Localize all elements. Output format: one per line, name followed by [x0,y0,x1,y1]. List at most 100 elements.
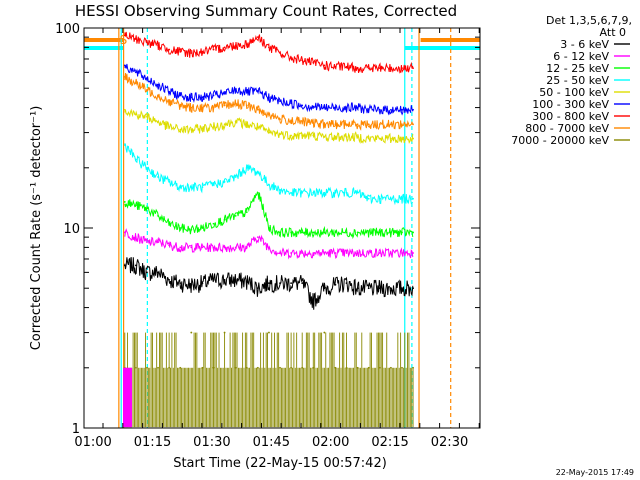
point-3-6-kev-18 [323,287,326,290]
legend-label-100-300-kev: 100 - 300 keV [532,98,609,111]
point-800-7000-kev-3 [157,94,159,97]
point-25-50-kev-21 [356,191,359,194]
legend-header-line-2: Att 0 [600,26,626,39]
point-3-6-kev-5 [179,282,182,285]
series-7000-20000-kev [123,331,414,428]
series-line-6-12-kev [124,228,414,260]
point-12-25-kev-4 [168,222,171,225]
point-12-25-kev-25 [401,231,403,234]
point-100-300-kev-25 [401,108,403,111]
state-bar-right-cyan [404,46,480,50]
point-7000-20000-kev-3 [157,366,159,369]
point-7000-20000-kev-4 [168,366,171,369]
x-tick-label-02-30: 02:30 [431,435,468,450]
point-12-25-kev-9 [223,218,226,221]
point-50-100-kev-0 [123,108,126,111]
point-25-50-kev-10 [234,176,237,178]
point-800-7000-kev-10 [234,102,237,105]
point-12-25-kev-18 [323,231,326,234]
point-12-25-kev-8 [212,222,215,225]
point-300-800-kev-4 [168,48,171,51]
x-tick-label-02-00: 02:00 [312,435,349,450]
point-6-12-kev-0 [123,231,126,234]
point-7000-20000-kev-18 [323,331,326,334]
point-6-12-kev-21 [356,252,359,254]
point-3-6-kev-17 [312,300,315,303]
point-300-800-kev-5 [179,50,182,53]
point-3-6-kev-14 [279,282,281,285]
point-6-12-kev-2 [146,241,148,244]
point-3-6-kev-22 [367,287,370,290]
point-6-12-kev-18 [323,252,326,254]
point-12-25-kev-21 [356,231,359,234]
point-50-100-kev-20 [345,136,348,138]
point-100-300-kev-21 [356,106,359,109]
point-3-6-kev-4 [168,279,171,281]
point-12-25-kev-12 [256,191,259,194]
point-50-100-kev-13 [268,131,270,134]
point-100-300-kev-13 [268,96,270,99]
point-12-25-kev-23 [378,231,381,234]
point-50-100-kev-15 [290,134,293,137]
timestamp-label: 22-May-2015 17:49 [556,468,634,477]
point-6-12-kev-5 [179,246,182,249]
point-300-800-kev-9 [223,46,226,49]
point-300-800-kev-11 [245,43,248,46]
point-50-100-kev-4 [168,126,171,128]
point-3-6-kev-12 [256,287,259,290]
point-300-800-kev-22 [367,67,370,70]
point-6-12-kev-8 [212,246,215,249]
series-line-800-7000-kev [124,73,414,131]
point-12-25-kev-6 [190,228,193,231]
point-7000-20000-kev-2 [146,366,148,369]
point-3-6-kev-1 [134,264,137,267]
point-300-800-kev-16 [301,59,304,62]
point-100-300-kev-4 [168,90,171,93]
point-100-300-kev-8 [212,94,215,97]
point-50-100-kev-1 [134,113,137,116]
point-25-50-kev-19 [334,191,337,194]
point-25-50-kev-24 [390,197,392,200]
point-300-800-kev-8 [212,48,215,51]
point-800-7000-kev-0 [123,75,126,78]
point-25-50-kev-25 [401,197,403,200]
point-50-100-kev-14 [279,133,281,135]
point-300-800-kev-0 [123,34,126,37]
point-7000-20000-kev-9 [223,331,226,334]
y-tick-label-10: 10 [63,222,80,237]
point-300-800-kev-6 [190,52,193,54]
point-12-25-kev-13 [268,227,270,229]
x-tick-label-01-30: 01:30 [193,435,230,450]
point-6-12-kev-9 [223,246,226,249]
chart-title: HESSI Observing Summary Count Rates, Cor… [75,2,457,20]
point-100-300-kev-1 [134,71,137,74]
point-3-6-kev-0 [123,264,126,267]
point-25-50-kev-18 [323,191,326,194]
point-800-7000-kev-22 [367,123,370,126]
legend-label-3-6-kev: 3 - 6 keV [560,38,609,51]
point-25-50-kev-7 [201,186,204,189]
point-25-50-kev-22 [367,197,370,200]
point-7000-20000-kev-12 [256,366,259,369]
point-100-300-kev-24 [390,108,392,111]
point-25-50-kev-9 [223,181,226,183]
state-bar-left-orange [84,38,124,42]
point-7000-20000-kev-13 [268,331,270,334]
point-100-300-kev-20 [345,106,348,109]
point-7000-20000-kev-5 [179,366,182,369]
point-50-100-kev-22 [367,137,370,140]
point-7000-20000-kev-16 [301,366,304,369]
point-50-100-kev-24 [390,137,392,140]
point-100-300-kev-5 [179,94,182,97]
point-7000-20000-kev-24 [390,366,392,369]
point-3-6-kev-16 [301,282,304,285]
point-7000-20000-kev-26 [412,366,414,369]
point-100-300-kev-11 [245,90,248,93]
point-6-12-kev-11 [245,246,248,249]
point-100-300-kev-19 [334,106,337,109]
x-tick-label-01-00: 01:00 [74,435,111,450]
point-50-100-kev-6 [190,128,193,131]
point-7000-20000-kev-15 [290,366,293,369]
